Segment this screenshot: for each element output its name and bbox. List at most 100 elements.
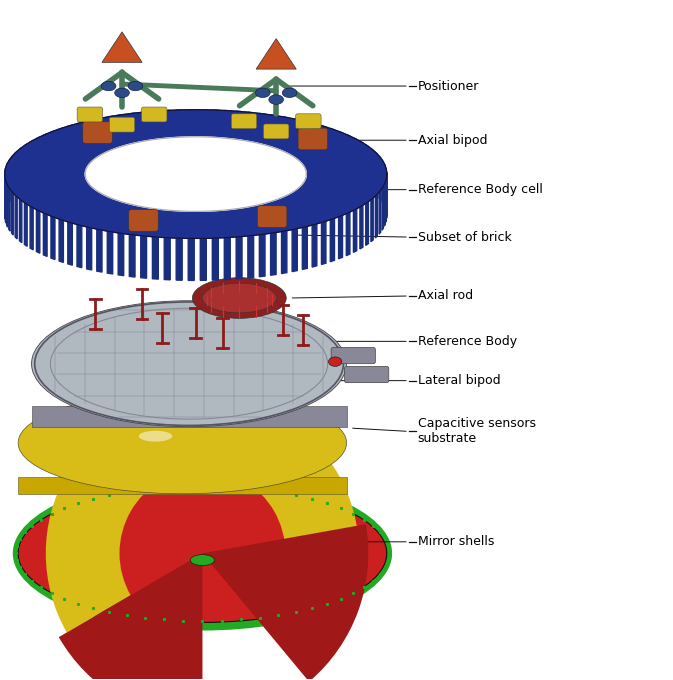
- Ellipse shape: [192, 277, 286, 318]
- Polygon shape: [24, 203, 27, 246]
- Polygon shape: [347, 135, 350, 178]
- Polygon shape: [77, 122, 82, 166]
- Polygon shape: [281, 231, 287, 273]
- Polygon shape: [51, 216, 55, 260]
- FancyBboxPatch shape: [263, 124, 289, 139]
- Polygon shape: [176, 110, 182, 152]
- Ellipse shape: [32, 301, 347, 426]
- Polygon shape: [68, 222, 72, 265]
- Polygon shape: [322, 221, 326, 265]
- Polygon shape: [141, 236, 147, 278]
- Polygon shape: [30, 140, 33, 184]
- Polygon shape: [68, 125, 72, 169]
- Polygon shape: [376, 194, 378, 238]
- Wedge shape: [203, 524, 368, 680]
- FancyBboxPatch shape: [141, 107, 167, 122]
- FancyBboxPatch shape: [77, 107, 102, 122]
- Polygon shape: [36, 209, 40, 253]
- Polygon shape: [18, 477, 347, 494]
- Ellipse shape: [18, 484, 387, 622]
- Polygon shape: [312, 123, 317, 167]
- Ellipse shape: [128, 82, 143, 91]
- Polygon shape: [212, 110, 218, 152]
- Polygon shape: [97, 229, 102, 272]
- Polygon shape: [384, 164, 385, 208]
- Polygon shape: [87, 227, 92, 270]
- Ellipse shape: [190, 555, 215, 566]
- Text: Reference Body cell: Reference Body cell: [418, 183, 542, 196]
- FancyBboxPatch shape: [232, 114, 256, 129]
- FancyBboxPatch shape: [109, 117, 135, 132]
- Polygon shape: [24, 144, 27, 188]
- Polygon shape: [248, 112, 254, 155]
- Polygon shape: [360, 205, 363, 249]
- Polygon shape: [59, 128, 63, 171]
- Polygon shape: [339, 216, 343, 259]
- Polygon shape: [322, 126, 326, 169]
- Polygon shape: [32, 407, 347, 426]
- Polygon shape: [360, 141, 363, 185]
- FancyBboxPatch shape: [345, 367, 389, 383]
- Polygon shape: [97, 118, 102, 161]
- Polygon shape: [5, 109, 387, 239]
- Ellipse shape: [101, 82, 116, 91]
- Polygon shape: [129, 113, 135, 156]
- Ellipse shape: [203, 283, 277, 313]
- Polygon shape: [248, 235, 254, 278]
- Polygon shape: [224, 237, 230, 279]
- Polygon shape: [152, 237, 158, 279]
- Polygon shape: [176, 238, 182, 280]
- Ellipse shape: [255, 88, 270, 97]
- Polygon shape: [302, 226, 308, 269]
- Polygon shape: [365, 201, 368, 245]
- Polygon shape: [9, 159, 10, 203]
- Polygon shape: [11, 191, 13, 235]
- Polygon shape: [212, 238, 218, 280]
- Polygon shape: [87, 120, 92, 163]
- Polygon shape: [292, 118, 297, 162]
- Polygon shape: [371, 148, 374, 192]
- Polygon shape: [30, 206, 33, 250]
- Polygon shape: [330, 218, 334, 262]
- Ellipse shape: [282, 88, 297, 97]
- FancyBboxPatch shape: [331, 347, 376, 364]
- Ellipse shape: [114, 88, 129, 97]
- Polygon shape: [9, 187, 10, 231]
- Polygon shape: [256, 39, 296, 69]
- Polygon shape: [11, 155, 13, 199]
- Polygon shape: [330, 129, 334, 172]
- Polygon shape: [107, 231, 112, 274]
- Polygon shape: [236, 237, 242, 279]
- FancyBboxPatch shape: [83, 122, 112, 143]
- Polygon shape: [292, 228, 297, 271]
- Polygon shape: [129, 235, 135, 277]
- Polygon shape: [384, 182, 385, 226]
- Polygon shape: [376, 152, 378, 196]
- Polygon shape: [271, 115, 276, 158]
- Polygon shape: [15, 151, 17, 195]
- Polygon shape: [271, 233, 276, 275]
- Polygon shape: [43, 213, 47, 256]
- Polygon shape: [164, 237, 170, 280]
- Text: Axial rod: Axial rod: [418, 290, 472, 303]
- Polygon shape: [43, 134, 47, 177]
- Polygon shape: [164, 110, 170, 152]
- Polygon shape: [371, 198, 374, 242]
- Polygon shape: [339, 131, 343, 175]
- FancyBboxPatch shape: [295, 114, 321, 129]
- Ellipse shape: [18, 392, 347, 494]
- Polygon shape: [312, 224, 317, 267]
- Polygon shape: [15, 195, 17, 239]
- Text: Lateral bipod: Lateral bipod: [418, 374, 500, 387]
- Polygon shape: [281, 116, 287, 160]
- Polygon shape: [201, 238, 207, 280]
- Polygon shape: [353, 138, 357, 182]
- Polygon shape: [347, 212, 350, 256]
- Polygon shape: [224, 110, 230, 153]
- Polygon shape: [36, 137, 40, 181]
- Wedge shape: [59, 554, 203, 680]
- Ellipse shape: [13, 476, 392, 630]
- Polygon shape: [188, 109, 194, 152]
- Polygon shape: [188, 239, 194, 280]
- FancyBboxPatch shape: [257, 206, 287, 227]
